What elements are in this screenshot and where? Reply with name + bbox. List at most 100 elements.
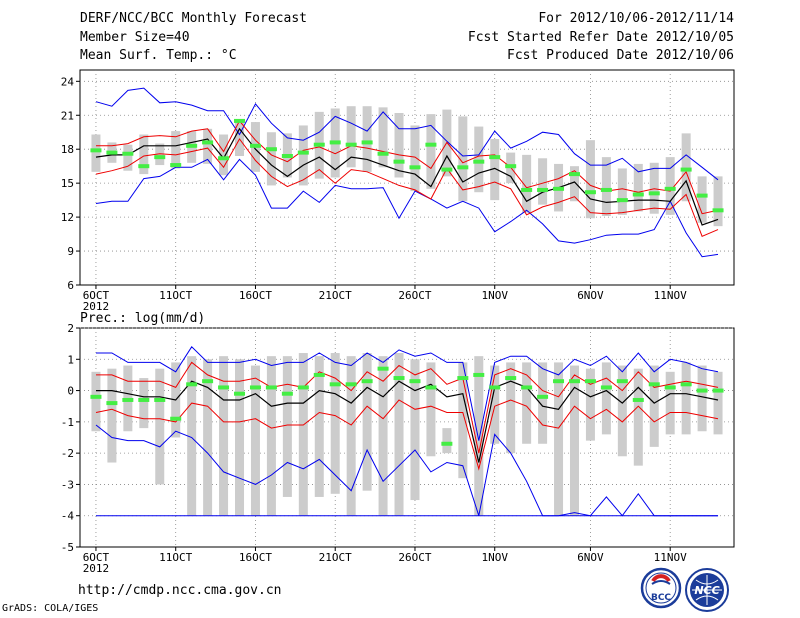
ensemble-box bbox=[490, 365, 500, 444]
median-mark bbox=[122, 397, 134, 402]
ensemble-box bbox=[458, 362, 468, 479]
y-tick-label: -1 bbox=[61, 416, 74, 429]
precip-label: Prec.: log(mm/d) bbox=[80, 311, 206, 326]
x-tick-label: 6NOV bbox=[577, 289, 604, 302]
median-mark bbox=[106, 150, 118, 155]
median-mark bbox=[425, 385, 437, 390]
y-tick-label: 21 bbox=[61, 109, 74, 122]
mean-line bbox=[95, 127, 719, 226]
min-line bbox=[95, 158, 719, 258]
median-mark bbox=[505, 376, 517, 381]
median-mark bbox=[537, 187, 549, 192]
median-mark bbox=[600, 385, 612, 390]
spread-upper-line bbox=[96, 361, 719, 454]
median-mark bbox=[377, 366, 389, 371]
ensemble-box bbox=[203, 359, 213, 516]
source-url[interactable]: http://cmdp.ncc.cma.gov.cn bbox=[78, 583, 282, 598]
y-tick-label: -3 bbox=[61, 478, 74, 491]
ensemble-box bbox=[538, 158, 548, 205]
median-mark bbox=[170, 416, 182, 421]
ensemble-box bbox=[362, 106, 372, 172]
x-year-label: 2012 bbox=[83, 300, 110, 313]
median-mark bbox=[90, 148, 102, 153]
median-mark bbox=[489, 155, 501, 160]
bcc-logo: BCC bbox=[640, 567, 682, 609]
median-mark bbox=[616, 379, 628, 384]
median-mark bbox=[170, 163, 182, 168]
x-tick-label: 11NOV bbox=[654, 289, 687, 302]
ensemble-box bbox=[362, 353, 372, 491]
median-mark bbox=[138, 397, 150, 402]
grads-credit: GrADS: COLA/IGES bbox=[2, 603, 99, 614]
x-tick-label: 11NOV bbox=[654, 551, 687, 564]
ncc-logo: NCC bbox=[685, 568, 729, 612]
ensemble-box bbox=[330, 353, 340, 494]
ensemble-box bbox=[155, 368, 165, 485]
x-tick-label: 26OCT bbox=[398, 551, 431, 564]
ensemble-box bbox=[633, 163, 643, 212]
median-mark bbox=[265, 385, 277, 390]
ensemble-box bbox=[378, 356, 388, 516]
median-mark bbox=[457, 376, 469, 381]
x-tick-label: 6NOV bbox=[577, 551, 604, 564]
ncc-logo-text: NCC bbox=[694, 584, 719, 597]
y-tick-label: 2 bbox=[67, 322, 74, 335]
median-mark bbox=[553, 379, 565, 384]
ensemble-box bbox=[346, 106, 356, 168]
ensemble-box bbox=[394, 353, 404, 516]
median-mark bbox=[329, 140, 341, 145]
median-mark bbox=[712, 388, 724, 393]
ensemble-box bbox=[713, 371, 723, 435]
median-mark bbox=[249, 385, 261, 390]
ensemble-box bbox=[171, 131, 181, 169]
median-mark bbox=[521, 187, 533, 192]
median-mark bbox=[696, 388, 708, 393]
max-line bbox=[96, 346, 719, 441]
ensemble-box bbox=[569, 365, 579, 516]
ensemble-box bbox=[139, 134, 149, 175]
bcc-logo-text: BCC bbox=[651, 593, 671, 603]
ensemble-box bbox=[474, 126, 484, 193]
y-tick-label: 0 bbox=[67, 385, 74, 398]
ensemble-box bbox=[107, 368, 117, 463]
median-mark bbox=[186, 382, 198, 387]
x-tick-label: 21OCT bbox=[319, 551, 352, 564]
ensemble-box bbox=[633, 368, 643, 466]
median-mark bbox=[345, 142, 357, 147]
median-mark bbox=[361, 140, 373, 145]
ensemble-box bbox=[219, 134, 229, 176]
spread-lower-line bbox=[95, 399, 719, 471]
ensemble-box bbox=[649, 162, 659, 214]
refer-date: Fcst Started Refer Date 2012/10/05 bbox=[467, 30, 734, 45]
y-tick-label: -2 bbox=[61, 447, 74, 460]
ensemble-box bbox=[410, 125, 420, 192]
ensemble-box bbox=[266, 356, 276, 516]
ensemble-box bbox=[250, 365, 260, 516]
ensemble-box bbox=[235, 359, 245, 516]
x-tick-label: 11OCT bbox=[159, 289, 192, 302]
median-mark bbox=[313, 372, 325, 377]
median-mark bbox=[553, 186, 565, 191]
median-mark bbox=[249, 143, 261, 148]
median-mark bbox=[393, 376, 405, 381]
ensemble-box bbox=[203, 128, 213, 164]
median-mark bbox=[425, 142, 437, 147]
variable-label: Mean Surf. Temp.: °C bbox=[80, 48, 237, 63]
median-mark bbox=[712, 208, 724, 213]
ensemble-box bbox=[585, 140, 595, 219]
median-mark bbox=[345, 382, 357, 387]
median-mark bbox=[313, 142, 325, 147]
y-tick-label: 1 bbox=[67, 353, 74, 366]
forecast-period: For 2012/10/06-2012/11/14 bbox=[538, 11, 734, 26]
ensemble-box bbox=[123, 144, 133, 171]
median-mark bbox=[90, 394, 102, 399]
ensemble-box bbox=[91, 371, 101, 432]
ensemble-box bbox=[713, 176, 723, 227]
min-line bbox=[95, 424, 718, 517]
median-mark bbox=[648, 382, 660, 387]
median-mark bbox=[122, 151, 134, 156]
ensemble-box bbox=[155, 143, 165, 166]
median-mark bbox=[218, 156, 230, 161]
ensemble-box bbox=[665, 157, 675, 215]
